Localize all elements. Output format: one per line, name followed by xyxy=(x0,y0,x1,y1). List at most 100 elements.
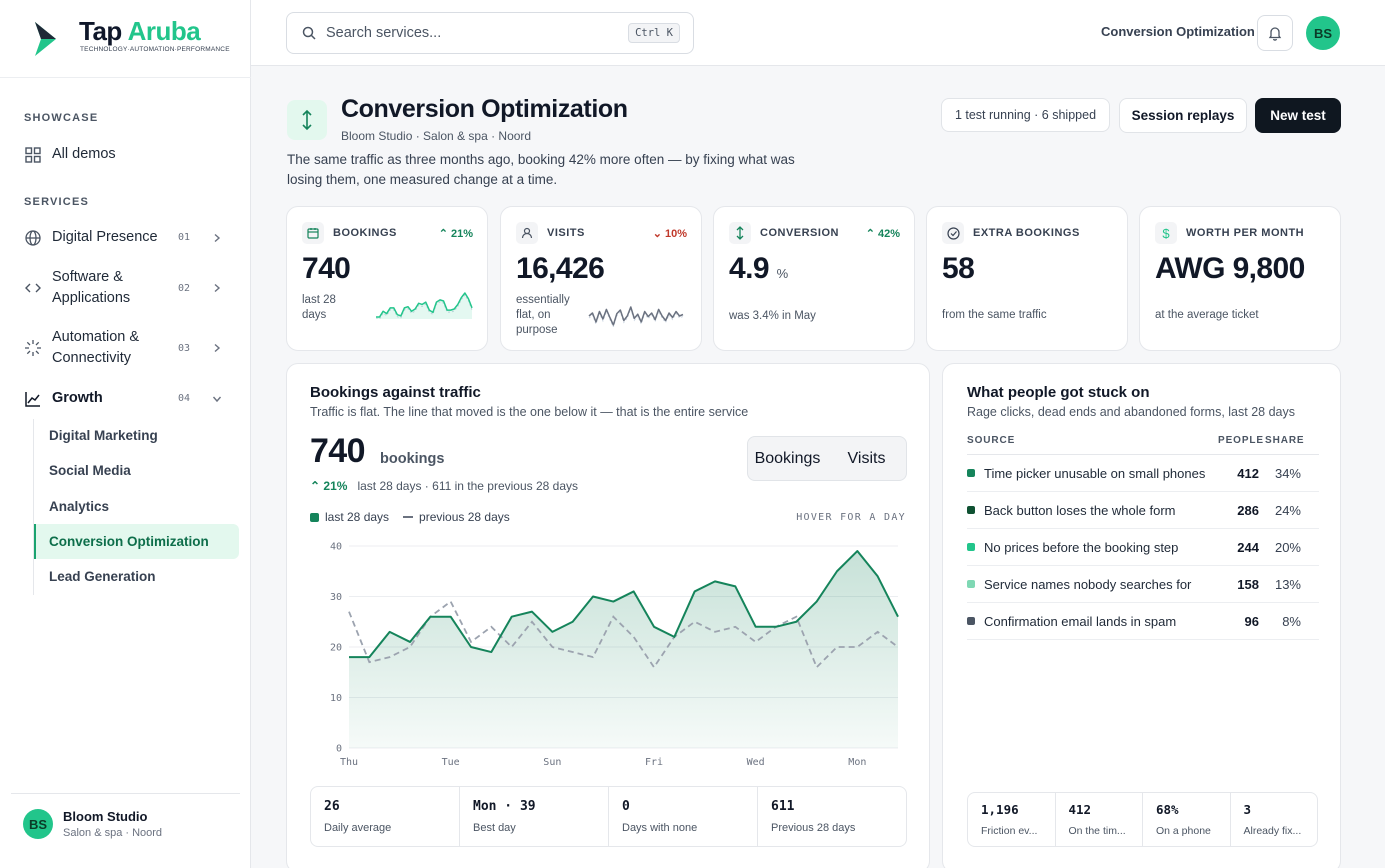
profile-subtitle: Salon & spa · Noord xyxy=(63,827,163,839)
kpi-card-extra-bookings: EXTRA BOOKINGS 58 from the same traffic xyxy=(926,206,1128,351)
kpi-delta: ⌃ 42% xyxy=(865,228,900,240)
sidebar-item-automation[interactable]: Automation & Connectivity 03 xyxy=(20,327,234,369)
data-point-current[interactable] xyxy=(835,569,840,574)
data-point-current[interactable] xyxy=(387,629,392,634)
headline-delta: ⌃ 21% last 28 days · 611 in the previous… xyxy=(310,479,579,493)
data-point-current[interactable] xyxy=(367,655,372,660)
sidebar-item-conversion-optimization[interactable]: Conversion Optimization xyxy=(34,524,239,559)
kpi-card-conversion: CONVERSION ⌃ 42% 4.9 % was 3.4% in May xyxy=(713,206,915,351)
row-source: No prices before the booking step xyxy=(984,539,1179,555)
chart-stats: 26 Daily average Mon · 39 Best day 0 Days w… xyxy=(310,786,907,847)
friction-row[interactable]: Time picker unusable on small phones 412 3… xyxy=(967,455,1319,492)
toggle-visits[interactable]: Visits xyxy=(847,449,886,467)
kpi-value: 740 xyxy=(302,252,351,285)
row-swatch xyxy=(967,469,975,477)
data-point-current[interactable] xyxy=(408,639,413,644)
profile-name: Bloom Studio xyxy=(63,809,148,824)
data-point-current[interactable] xyxy=(753,624,758,629)
data-point-previous xyxy=(692,619,697,624)
data-point-current[interactable] xyxy=(794,619,799,624)
data-point-current[interactable] xyxy=(631,589,636,594)
friction-row[interactable]: Back button loses the whole form 286 24% xyxy=(967,492,1319,529)
data-point-current[interactable] xyxy=(855,549,860,554)
account-profile[interactable]: BS Bloom Studio Salon & spa · Noord xyxy=(11,793,240,853)
brand-logo[interactable]: Tap Aruba TECHNOLOGY·AUTOMATION·PERFORMA… xyxy=(0,0,251,78)
session-replays-button[interactable]: Session replays xyxy=(1119,98,1247,133)
card-title: What people got stuck on xyxy=(967,384,1150,401)
row-source: Time picker unusable on small phones xyxy=(984,465,1206,481)
data-point-current[interactable] xyxy=(896,614,901,619)
friction-row[interactable]: No prices before the booking step 244 20% xyxy=(967,529,1319,566)
sidebar-item-label: All demos xyxy=(52,146,116,162)
data-point-current[interactable] xyxy=(713,579,718,584)
section-label-services: SERVICES xyxy=(24,196,90,208)
sidebar-item-social-media[interactable]: Social Media xyxy=(49,463,131,478)
data-point-previous xyxy=(387,655,392,660)
sidebar-item-analytics[interactable]: Analytics xyxy=(49,499,110,514)
data-point-current[interactable] xyxy=(550,629,555,634)
submenu-guide-line xyxy=(33,419,34,595)
chart-legend: last 28 days previous 28 days xyxy=(310,510,510,524)
data-point-current[interactable] xyxy=(570,619,575,624)
row-share: 24% xyxy=(1274,502,1301,518)
data-point-previous xyxy=(367,660,372,665)
data-point-previous xyxy=(469,639,474,644)
search-box[interactable]: Ctrl K xyxy=(286,12,694,54)
row-source: Confirmation email lands in spam xyxy=(984,613,1177,629)
page-description: The same traffic as three months ago, bo… xyxy=(287,152,795,187)
data-point-current[interactable] xyxy=(611,599,616,604)
toggle-bookings[interactable]: Bookings xyxy=(754,449,821,467)
data-point-current[interactable] xyxy=(814,599,819,604)
series-area-current xyxy=(349,551,898,748)
data-point-current[interactable] xyxy=(652,624,657,629)
data-point-current[interactable] xyxy=(875,574,880,579)
data-point-previous xyxy=(875,629,880,634)
data-point-current[interactable] xyxy=(530,609,535,614)
legend-swatch-previous xyxy=(403,516,414,518)
sidebar-item-digital-presence[interactable]: Digital Presence 01 xyxy=(20,227,234,248)
data-point-previous xyxy=(672,634,677,639)
search-icon xyxy=(302,26,316,40)
friction-row[interactable]: Confirmation email lands in spam 96 8% xyxy=(967,603,1319,640)
data-point-current[interactable] xyxy=(692,589,697,594)
column-header-people: PEOPLE xyxy=(1218,435,1264,446)
kpi-label: CONVERSION xyxy=(760,227,839,239)
arrow-up-icon: ⌃ xyxy=(865,228,878,240)
data-point-current[interactable] xyxy=(489,650,494,655)
data-point-current[interactable] xyxy=(448,614,453,619)
sidebar-item-all-demos[interactable]: All demos xyxy=(20,144,234,165)
data-point-previous xyxy=(428,614,433,619)
data-point-previous xyxy=(652,665,657,670)
page-title: Conversion Optimization xyxy=(341,95,628,123)
sidebar-item-lead-generation[interactable]: Lead Generation xyxy=(49,569,156,584)
data-point-current[interactable] xyxy=(591,594,596,599)
data-point-previous xyxy=(550,645,555,650)
sparkline-line xyxy=(588,306,684,326)
data-point-current[interactable] xyxy=(509,614,514,619)
search-input[interactable] xyxy=(326,25,629,41)
friction-row[interactable]: Service names nobody searches for 158 13% xyxy=(967,566,1319,603)
hover-hint: HOVER FOR A DAY xyxy=(796,512,906,523)
data-point-previous xyxy=(408,645,413,650)
x-tick-label: Mon xyxy=(848,757,866,768)
new-test-button[interactable]: New test xyxy=(1255,98,1341,133)
friction-summary: 1,196 Friction ev... 412 On the tim... 68%… xyxy=(967,792,1318,847)
logo-chevron-icon xyxy=(35,22,56,56)
bookings-area-chart[interactable]: 0 10 20 30 40 Thu Tue Sun Fri Wed Mon xyxy=(301,536,915,772)
sidebar-item-software[interactable]: Software & Applications 02 xyxy=(20,267,234,309)
chart-subtitle: Traffic is flat. The line that moved is … xyxy=(310,405,749,419)
sidebar-item-label: Automation & Connectivity xyxy=(52,329,140,366)
sidebar-item-growth[interactable]: Growth 04 xyxy=(20,388,234,409)
data-point-current[interactable] xyxy=(469,645,474,650)
check-circle-icon xyxy=(942,222,964,244)
notifications-button[interactable] xyxy=(1257,15,1293,51)
kpi-value: 4.9 % xyxy=(729,252,789,285)
data-point-current[interactable] xyxy=(733,584,738,589)
chevron-down-icon xyxy=(212,396,222,402)
user-avatar[interactable]: BS xyxy=(1306,16,1340,50)
data-point-previous xyxy=(591,655,596,660)
metric-toggle: Bookings Visits xyxy=(747,436,907,481)
row-people: 158 xyxy=(1237,576,1259,592)
data-point-current[interactable] xyxy=(347,655,352,660)
sidebar-item-digital-marketing[interactable]: Digital Marketing xyxy=(49,428,158,443)
